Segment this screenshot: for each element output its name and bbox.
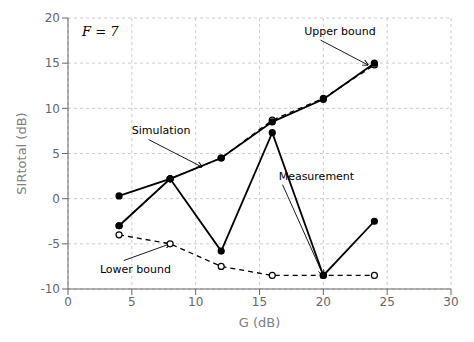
svg-text:Upper bound: Upper bound <box>304 25 375 38</box>
svg-text:G (dB): G (dB) <box>239 315 281 330</box>
svg-text:15: 15 <box>252 295 267 309</box>
svg-text:20: 20 <box>45 11 60 25</box>
svg-text:-5: -5 <box>48 237 60 251</box>
svg-text:20: 20 <box>316 295 331 309</box>
svg-text:Simulation: Simulation <box>132 124 191 137</box>
svg-text:15: 15 <box>45 56 60 70</box>
svg-text:SIRtotal (dB): SIRtotal (dB) <box>14 112 29 194</box>
svg-text:-10: -10 <box>40 282 60 296</box>
svg-text:Measurement: Measurement <box>279 170 355 183</box>
svg-text:25: 25 <box>380 295 395 309</box>
svg-text:5: 5 <box>52 147 60 161</box>
svg-text:10: 10 <box>45 102 60 116</box>
svg-text:30: 30 <box>443 295 458 309</box>
svg-text:0: 0 <box>64 295 72 309</box>
svg-text:10: 10 <box>188 295 203 309</box>
svg-text:0: 0 <box>52 192 60 206</box>
svg-text:Lower bound: Lower bound <box>100 263 171 276</box>
html-text:F = 7: F = 7 <box>82 24 119 39</box>
svg-text:5: 5 <box>128 295 136 309</box>
